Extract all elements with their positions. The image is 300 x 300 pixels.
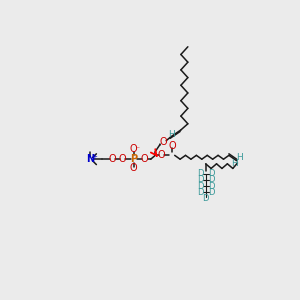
Text: H: H [231,159,238,168]
Text: O: O [108,154,116,164]
Text: N: N [86,154,94,164]
Text: D: D [208,182,214,191]
Text: +: + [91,154,97,160]
Text: H: H [236,153,243,162]
Text: D: D [202,194,209,203]
Text: D: D [197,169,203,178]
Text: O: O [130,164,137,173]
Text: O: O [130,144,137,154]
Text: D: D [208,169,214,178]
Text: O: O [159,137,167,147]
Text: O: O [119,154,127,164]
Text: H: H [168,130,175,139]
Text: D: D [197,176,203,184]
Text: ⁻: ⁻ [136,144,140,153]
Text: D: D [197,182,203,191]
Text: O: O [169,141,176,151]
Text: O: O [141,154,148,164]
Text: O: O [158,150,165,160]
Text: P: P [130,154,137,164]
Text: D: D [208,188,214,197]
Text: D: D [208,176,214,184]
Text: D: D [197,188,203,197]
